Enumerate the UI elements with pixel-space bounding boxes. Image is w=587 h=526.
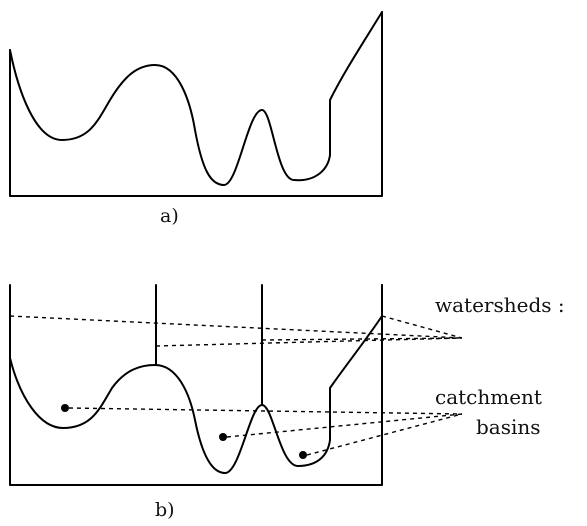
watersheds-annotation: watersheds : [435,293,565,317]
panel-a-relief-curve [9,11,383,186]
panel-b-relief-curve [9,315,383,474]
watershed-leader-3 [261,337,463,341]
catchment-leader-2 [226,413,463,438]
catchment-leader-3 [306,413,463,456]
watershed-leader-2 [155,337,463,347]
watershed-leader-1 [9,315,463,339]
panel-a-label: a) [160,205,179,227]
panel-b-frame [9,284,383,486]
panel-a: a) [9,11,383,227]
catchment-annotation-line2: basins [476,415,541,439]
panel-a-frame [9,11,383,197]
catchment-basin-marker-2 [219,433,227,441]
catchment-leader-1 [68,407,463,415]
panel-b: b) [9,284,463,521]
catchment-basin-marker-3 [299,451,307,459]
panel-b-label: b) [155,499,175,521]
watershed-leader-4 [381,315,463,339]
catchment-basin-marker-1 [61,404,69,412]
catchment-annotation-line1: catchment [435,385,542,409]
